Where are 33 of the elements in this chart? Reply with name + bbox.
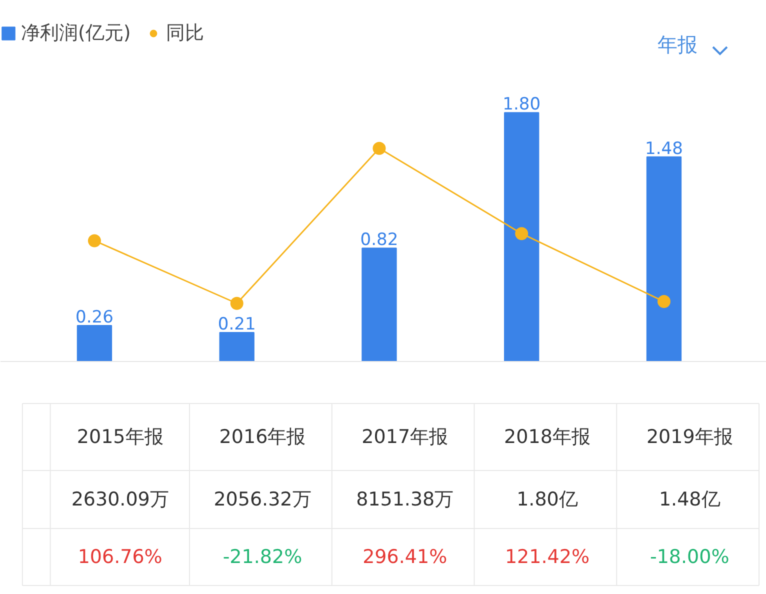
data-label: -18.00%: [650, 546, 730, 568]
point: [515, 227, 528, 240]
point: [88, 234, 101, 248]
data-label: 1.80: [502, 94, 541, 115]
data-label: 0.82: [360, 230, 398, 250]
text: 8151.38万: [356, 488, 454, 510]
x-tick-label: 2015年报: [76, 426, 164, 448]
data-label: 0.21: [218, 314, 256, 334]
bar: [504, 112, 540, 362]
data-label: 121.42%: [504, 546, 590, 568]
text: 1.48亿: [658, 488, 720, 510]
data-label: -21.82%: [222, 546, 302, 568]
point: [230, 296, 244, 310]
data-label: 296.41%: [362, 546, 448, 568]
x-tick-label: 2019年报: [646, 426, 733, 448]
legend-label: 净利润(亿元): [21, 21, 131, 46]
point: [657, 295, 670, 308]
x-tick-label: 2016年报: [219, 426, 306, 448]
bar: [219, 332, 254, 362]
data-label: 1.48: [645, 138, 683, 159]
x-tick-label: 2018年报: [504, 426, 590, 448]
data-label: 0.26: [76, 308, 114, 328]
text: 年报: [658, 32, 698, 56]
data-label: 106.76%: [78, 546, 162, 568]
bar: [76, 325, 112, 362]
legend-label: 同比: [166, 21, 204, 46]
bar: [362, 248, 397, 362]
point: [372, 142, 386, 155]
bar: [646, 156, 682, 362]
text: 2056.32万: [214, 488, 312, 510]
text: 2630.09万: [71, 488, 169, 510]
x-tick-label: 2017年报: [362, 426, 448, 448]
text: 1.80亿: [516, 488, 578, 510]
